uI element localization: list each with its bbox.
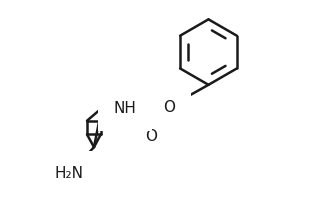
Text: NH: NH: [114, 101, 136, 116]
Text: O: O: [145, 129, 157, 144]
Text: O: O: [163, 100, 175, 114]
Text: H₂N: H₂N: [54, 166, 84, 181]
